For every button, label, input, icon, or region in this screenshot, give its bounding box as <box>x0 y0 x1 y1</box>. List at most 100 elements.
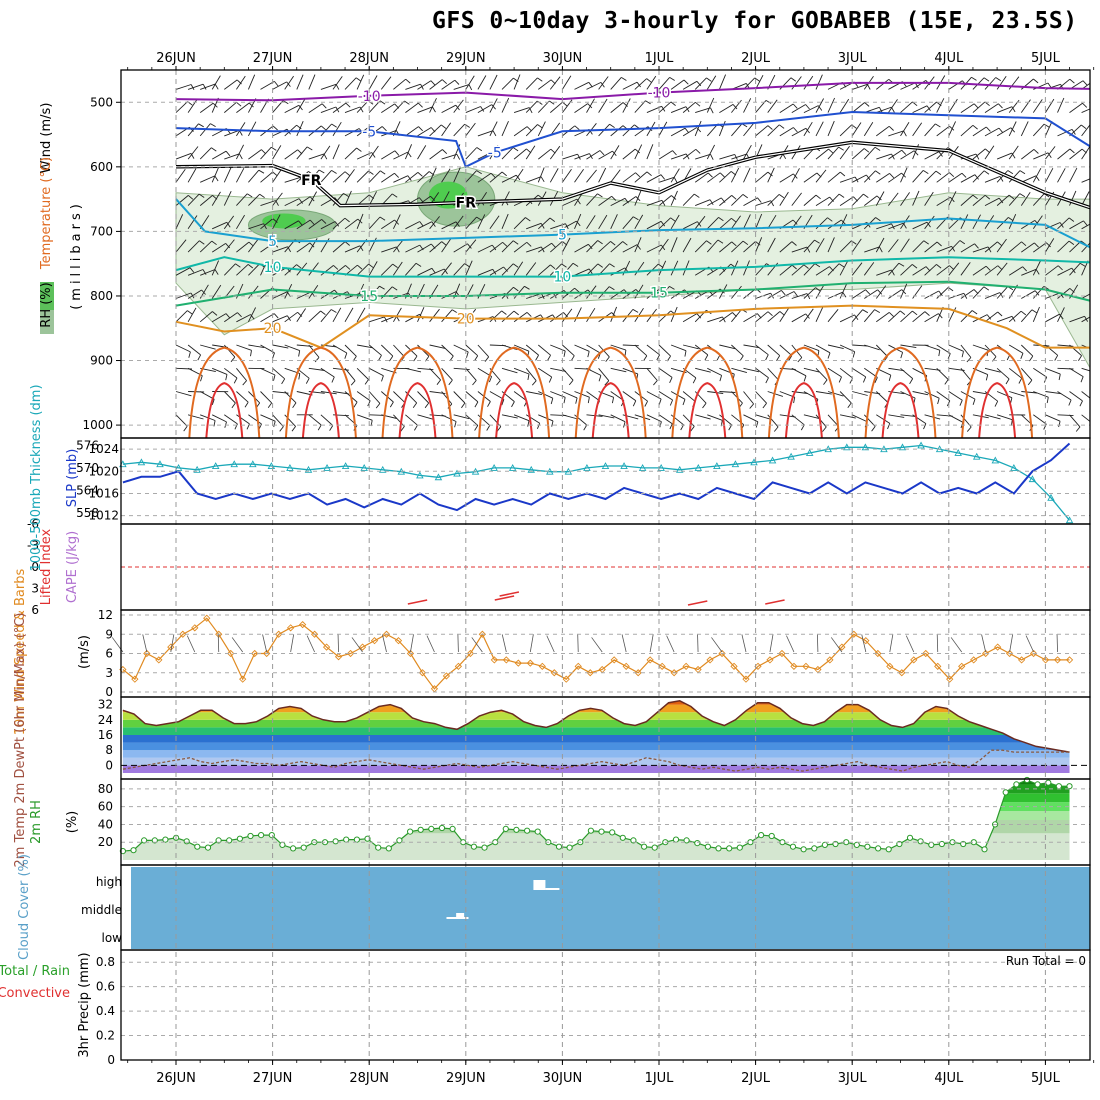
wind-barb <box>368 191 377 206</box>
wind-barb-flag <box>412 402 418 409</box>
wind-barb-flag <box>441 241 447 246</box>
wind-barb <box>477 151 493 160</box>
wind-barb <box>320 221 336 230</box>
wind-barb <box>199 195 213 206</box>
date-label: 1JUL <box>645 1071 675 1086</box>
wind-barb <box>864 344 880 351</box>
wind-barb-flag <box>983 77 990 82</box>
wind-barb-flag <box>949 265 955 270</box>
wind-barb <box>175 169 186 183</box>
wind-barb <box>1032 99 1043 113</box>
wind-barb <box>719 263 732 276</box>
wind-barb <box>694 240 707 253</box>
wind-barb <box>682 221 698 230</box>
isotherm-line <box>175 81 1090 102</box>
wind-barb <box>779 308 789 323</box>
wind-barb <box>453 84 470 90</box>
wind-barb-flag <box>250 350 252 357</box>
temp-band <box>122 712 1070 720</box>
wind-barb <box>1032 193 1045 206</box>
wind-barb-flag <box>800 424 805 431</box>
wind-barb-flag <box>609 263 615 268</box>
wind-barb <box>815 307 824 322</box>
wind-barb-flag <box>344 171 350 176</box>
wind-barb <box>308 414 322 426</box>
wind-barb-flag <box>562 101 568 107</box>
wind-barb <box>1044 121 1053 137</box>
wind-barb <box>586 240 599 253</box>
wind-barb <box>779 173 794 183</box>
wind10-point <box>790 662 798 670</box>
wind-barb-flag <box>644 400 648 407</box>
wind-barb <box>453 123 466 137</box>
wind-barb <box>960 289 975 299</box>
thickness-point <box>1065 516 1074 524</box>
wind-barb-flag <box>742 240 749 246</box>
wind-barb <box>429 149 443 160</box>
wind10-point <box>346 649 355 658</box>
wind-barb <box>694 172 709 183</box>
isotherm-warm-cell <box>574 346 647 438</box>
wind10-point <box>251 649 259 658</box>
wind-barb <box>368 170 381 183</box>
thickness-point <box>211 462 220 469</box>
isotherm-hot-cell <box>881 382 920 438</box>
wind10-point <box>658 662 666 670</box>
wind10-barb <box>501 634 507 653</box>
cloud-high-patch <box>545 888 560 890</box>
wind-barb <box>453 263 465 276</box>
wind-barb <box>695 153 711 160</box>
wind-barb-flag <box>414 424 418 431</box>
wind-barb-flag <box>891 223 895 230</box>
isotherm-warm-cell <box>767 346 840 438</box>
wind-barb-flag <box>891 153 895 160</box>
wind-barb-flag <box>671 195 677 200</box>
wind-barb <box>610 169 621 183</box>
wind-barb-flag <box>875 170 881 175</box>
wind-barb <box>658 217 671 230</box>
wind-barb <box>513 74 521 90</box>
wind-barb <box>1032 123 1045 137</box>
wind-barb <box>223 344 236 358</box>
wind-barb <box>622 81 638 90</box>
wind-barb-flag <box>966 357 972 363</box>
wind-barb <box>1057 391 1072 401</box>
wind-barb <box>417 267 433 276</box>
wind-barb-flag <box>550 264 556 270</box>
wind-barb <box>320 289 335 299</box>
wind-barb <box>417 171 430 183</box>
rh2m-point <box>704 843 712 850</box>
wind-barb-flag <box>305 378 310 384</box>
wind-barb <box>900 344 917 349</box>
wind-barb <box>622 391 637 402</box>
wind-barb <box>550 391 566 398</box>
wind10-point <box>922 649 930 658</box>
wind-barb-flag <box>695 148 701 154</box>
wind-barb-flag <box>1082 80 1088 86</box>
wind10-point <box>454 662 463 670</box>
wind-barb-flag <box>778 194 785 199</box>
thickness-point <box>416 471 424 479</box>
wind-barb <box>332 344 348 354</box>
wind-barb <box>1045 146 1056 160</box>
wind-barb-flag <box>321 103 327 109</box>
wind-barb <box>550 101 563 113</box>
wind-barb-flag <box>1045 242 1051 248</box>
rh2m-point <box>651 844 658 851</box>
cloud-high-patch <box>533 880 546 890</box>
wind-barb-flag <box>1011 316 1016 322</box>
wind-barb <box>936 344 951 354</box>
rh2m-point <box>183 838 190 845</box>
wind-barb-flag <box>418 126 424 132</box>
wind-barb-flag <box>621 77 627 81</box>
wind-barb <box>501 367 518 374</box>
rh2m-point <box>502 825 509 833</box>
wind-barb-flag <box>513 240 519 245</box>
wind-barb <box>900 310 913 323</box>
isotherm-warm-cell <box>671 346 744 438</box>
isotherm-label: 15 <box>650 286 668 302</box>
wind10-barb <box>577 633 579 653</box>
rh2m-point <box>417 826 424 833</box>
wind-barb-flag <box>225 313 231 319</box>
wind-barb-flag <box>183 425 188 432</box>
